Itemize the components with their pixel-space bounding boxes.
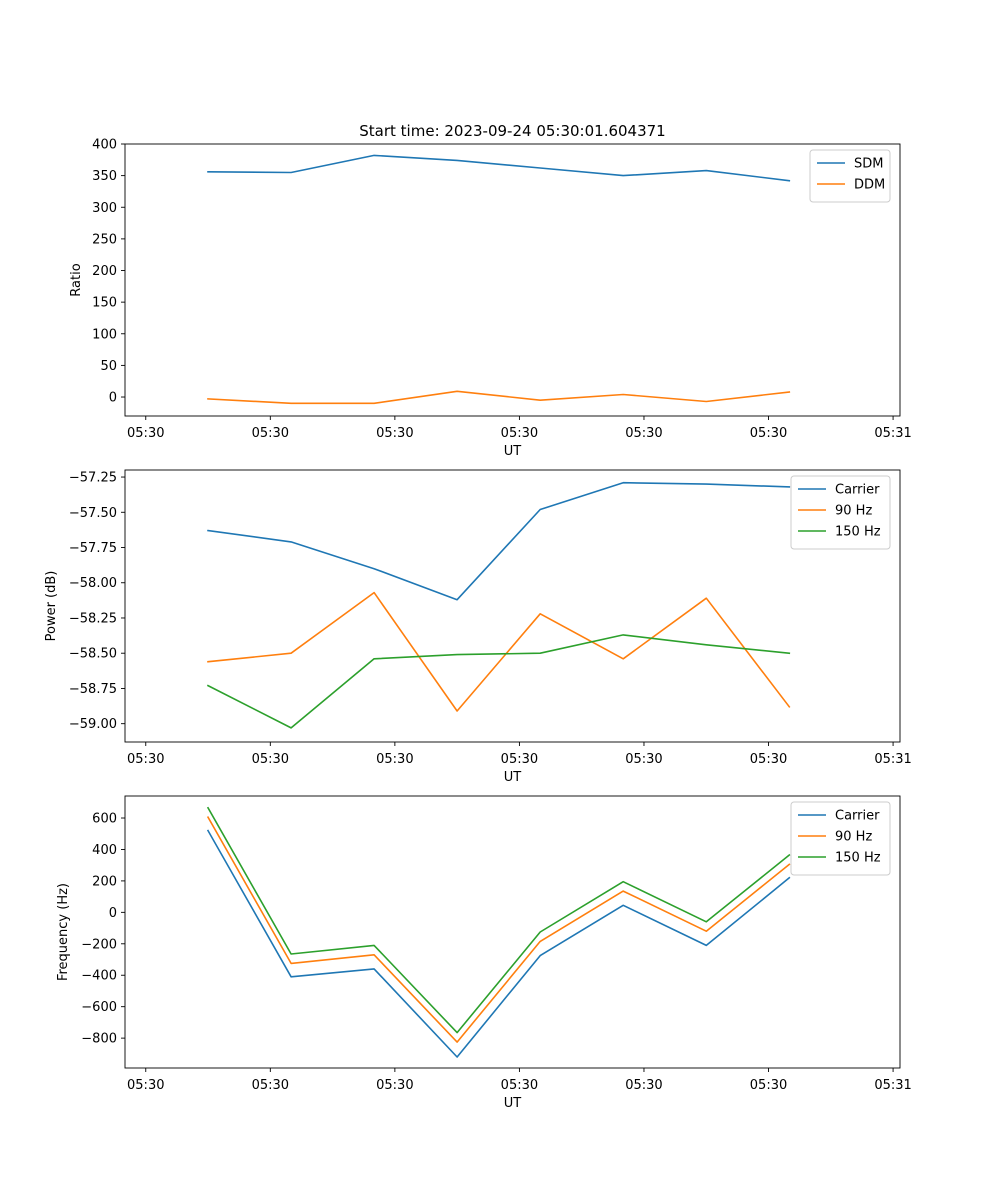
- legend-label: 150 Hz: [835, 525, 881, 540]
- y-tick-label: 200: [92, 264, 117, 279]
- y-tick-label: −600: [81, 1000, 117, 1015]
- figure-title: Start time: 2023-09-24 05:30:01.604371: [359, 122, 665, 140]
- y-tick-label: 0: [109, 391, 117, 406]
- legend-label: 150 Hz: [835, 851, 881, 866]
- y-tick-label: −58.50: [69, 647, 117, 662]
- x-tick-label: 05:30: [127, 752, 164, 767]
- plot-area-frame: [124, 795, 901, 1069]
- y-axis-label: Frequency (Hz): [56, 883, 71, 981]
- y-tick-label: 400: [92, 843, 117, 858]
- x-axis-label: UT: [504, 1096, 522, 1111]
- legend-label: 90 Hz: [835, 504, 872, 519]
- y-tick-label: 200: [92, 874, 117, 889]
- y-tick-label: −57.50: [69, 506, 117, 521]
- x-tick-label: 05:30: [376, 752, 413, 767]
- y-tick-label: 400: [92, 138, 117, 153]
- series-line-150-hz: [206, 634, 791, 729]
- y-tick-label: −200: [81, 937, 117, 952]
- x-tick-label: 05:30: [625, 752, 662, 767]
- y-tick-label: −59.00: [69, 717, 117, 732]
- y-tick-label: −400: [81, 969, 117, 984]
- x-tick-label: 05:30: [625, 1078, 662, 1093]
- plot-area-frame: [124, 143, 901, 417]
- legend-label: DDM: [854, 178, 885, 193]
- axes-ratio: 0 50 100 150 200 250 300 350 400 05:30 05:30 05:30 0…: [69, 138, 912, 460]
- y-tick-label: 100: [92, 327, 117, 342]
- series-line-ddm: [207, 390, 791, 405]
- x-tick-label: 05:30: [625, 426, 662, 441]
- series-line-90-hz: [207, 591, 791, 712]
- x-tick-label: 05:31: [874, 1078, 911, 1093]
- x-tick-label: 05:31: [874, 752, 911, 767]
- x-tick-label: 05:30: [501, 1078, 538, 1093]
- x-tick-label: 05:30: [750, 1078, 787, 1093]
- series-line-carrier: [206, 829, 791, 1058]
- plot-area-frame: [124, 469, 901, 743]
- x-axis-label: UT: [504, 770, 522, 785]
- y-tick-label: −57.75: [69, 541, 117, 556]
- y-tick-label: 150: [92, 296, 117, 311]
- y-tick-label: 350: [92, 169, 117, 184]
- x-tick-label: 05:31: [874, 426, 911, 441]
- x-tick-label: 05:30: [501, 752, 538, 767]
- x-tick-label: 05:30: [750, 752, 787, 767]
- y-tick-label: −58.00: [69, 576, 117, 591]
- x-tick-label: 05:30: [376, 426, 413, 441]
- x-tick-label: 05:30: [127, 1078, 164, 1093]
- y-tick-label: 300: [92, 201, 117, 216]
- y-tick-label: 600: [92, 812, 117, 827]
- legend-label: SDM: [854, 157, 883, 172]
- y-tick-label: 50: [100, 359, 117, 374]
- x-tick-label: 05:30: [376, 1078, 413, 1093]
- x-tick-label: 05:30: [750, 426, 787, 441]
- y-tick-label: −57.25: [69, 471, 117, 486]
- y-tick-label: 0: [109, 906, 117, 921]
- series-line-carrier: [207, 481, 791, 601]
- legend-label: Carrier: [835, 483, 880, 498]
- legend-label: 90 Hz: [835, 830, 872, 845]
- legend-label: Carrier: [835, 809, 880, 824]
- x-tick-label: 05:30: [501, 426, 538, 441]
- x-tick-label: 05:30: [252, 752, 289, 767]
- y-tick-label: −58.75: [69, 682, 117, 697]
- y-axis-label: Ratio: [69, 263, 84, 296]
- series-line-90-hz: [206, 816, 791, 1043]
- y-tick-label: −58.25: [69, 611, 117, 626]
- x-axis-label: UT: [504, 444, 522, 459]
- x-tick-label: 05:30: [252, 426, 289, 441]
- x-tick-label: 05:30: [127, 426, 164, 441]
- x-tick-label: 05:30: [252, 1078, 289, 1093]
- y-axis-label: Power (dB): [44, 571, 59, 642]
- series-line-150-hz: [206, 806, 791, 1034]
- series-line-sdm: [207, 154, 791, 182]
- axes-power: −59.00 −58.75 −58.50 −58.25 −58.00 −57.75 −57.…: [44, 469, 912, 785]
- y-tick-label: 250: [92, 232, 117, 247]
- axes-frequency: −800 −600 −400 −200 0 200 400 600 05:30 05:30 05:3…: [56, 795, 912, 1111]
- y-tick-label: −800: [81, 1032, 117, 1047]
